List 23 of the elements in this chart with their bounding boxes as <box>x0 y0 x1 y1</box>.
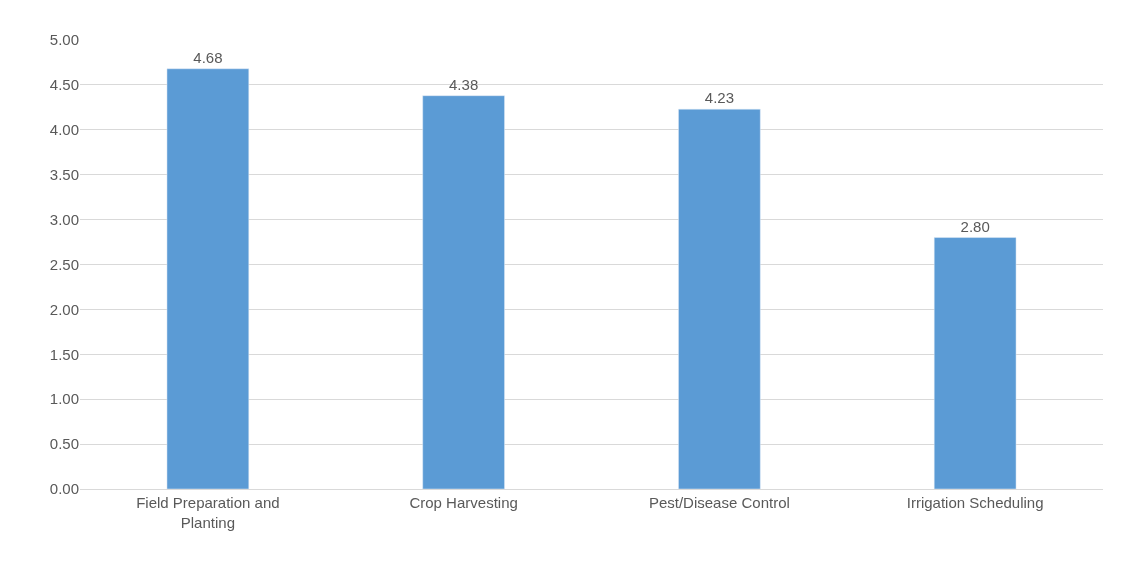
y-tick-label: 1.00 <box>49 390 79 408</box>
x-tick-label: Field Preparation and Planting <box>136 494 280 531</box>
y-tick-label: 3.50 <box>49 165 79 183</box>
y-tick-label: 2.50 <box>49 255 79 273</box>
y-tick-label: 5.00 <box>49 31 79 49</box>
x-tick-label: Crop Harvesting <box>409 494 518 511</box>
data-label: 4.38 <box>449 75 479 93</box>
bar <box>166 68 250 489</box>
bar <box>422 95 505 489</box>
y-tick-label: 3.00 <box>49 210 79 228</box>
data-label: 2.80 <box>960 217 990 235</box>
x-tick-label: Pest/Disease Control <box>648 494 790 511</box>
y-tick-label: 0.50 <box>49 435 79 453</box>
x-tick-label: Irrigation Scheduling <box>906 494 1044 511</box>
bar <box>678 108 761 489</box>
y-tick-label: 4.50 <box>49 76 79 94</box>
y-tick-label: 0.00 <box>49 480 79 498</box>
data-label: 4.23 <box>704 89 734 107</box>
y-tick-label: 2.00 <box>49 300 79 318</box>
y-tick-label: 4.00 <box>49 121 79 139</box>
bar <box>933 237 1017 489</box>
data-label: 4.68 <box>193 48 223 66</box>
y-tick-label: 1.50 <box>49 345 79 363</box>
